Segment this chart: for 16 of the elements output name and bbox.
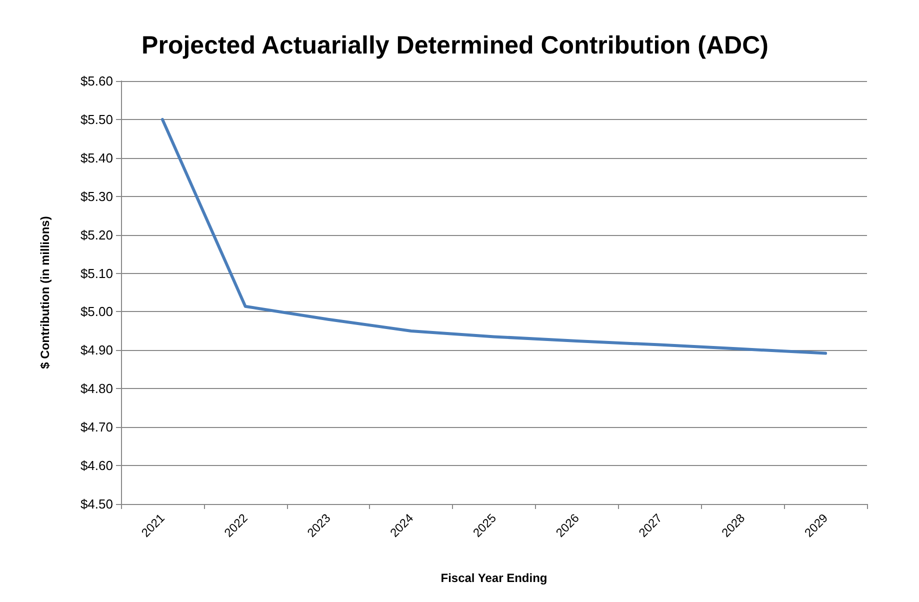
y-axis-title: $ Contribution (in millions) bbox=[38, 216, 52, 369]
y-tick-label: $4.90 bbox=[80, 342, 113, 358]
y-tick-label: $5.40 bbox=[80, 150, 113, 166]
y-tick-label: $4.70 bbox=[80, 420, 113, 435]
line-series bbox=[160, 118, 828, 355]
x-axis-title: Fiscal Year Ending bbox=[440, 571, 548, 585]
y-tick-label: $5.00 bbox=[80, 304, 113, 320]
y-tick-label: $5.30 bbox=[80, 188, 113, 204]
y-tick-label: $5.60 bbox=[80, 74, 113, 88]
chart-title: Projected Actuarially Determined Contribution (ADC) bbox=[142, 32, 768, 60]
y-tick-label: $4.50 bbox=[80, 496, 113, 512]
y-tick-label: $5.20 bbox=[80, 227, 113, 242]
y-tick-label: $5.50 bbox=[80, 112, 113, 127]
y-tick-label: $4.60 bbox=[80, 458, 113, 474]
y-tick-label: $4.80 bbox=[80, 381, 113, 396]
y-tick-label: $5.10 bbox=[80, 266, 113, 281]
